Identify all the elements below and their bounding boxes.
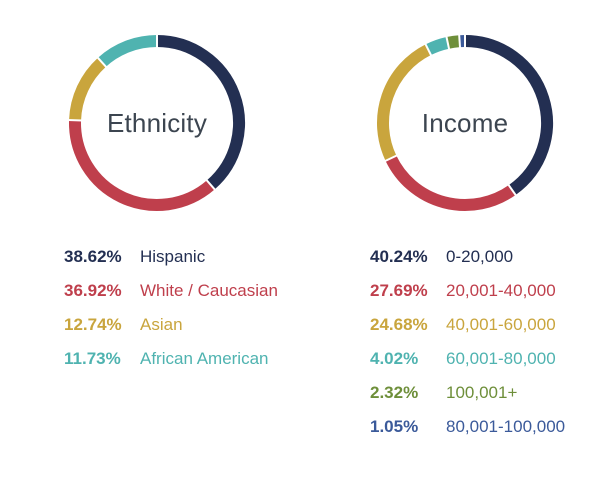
donut-segment-white-caucasian (69, 120, 215, 211)
donut-segment-separator (458, 34, 462, 49)
donut-segment-hispanic (156, 35, 245, 190)
legend-label: 80,001-100,000 (446, 417, 566, 436)
income-donut: Income (372, 30, 558, 216)
legend-percent: 2.32% (370, 383, 419, 402)
donut-segment-african-american (97, 35, 158, 67)
legend-item-100001-plus: 2.32% 100,001+ (370, 376, 565, 410)
donut-segment-asian (69, 57, 107, 121)
legend-item-40001-60000: 24.68% 40,001-60,000 (370, 308, 565, 342)
legend-percent: 1.05% (370, 417, 419, 436)
legend-percent: 36.92% (64, 281, 122, 300)
legend-percent: 4.02% (370, 349, 419, 368)
ethnicity-donut-svg (68, 34, 245, 211)
donut-segment-separator (507, 183, 518, 197)
legend-label: Asian (140, 315, 183, 334)
legend-label: African American (140, 349, 269, 368)
legend-percent: 40.24% (370, 247, 428, 266)
income-legend: 40.24% 0-20,000 27.69% 20,001-40,000 24.68… (370, 240, 565, 444)
legend-item-african-american: 11.73% African American (64, 342, 278, 376)
legend-label: 40,001-60,000 (446, 315, 556, 334)
donut-segment-40-001-60-000 (377, 44, 432, 161)
donut-segment-separator (96, 56, 108, 69)
legend-percent: 11.73% (64, 349, 121, 368)
ethnicity-title: Ethnicity (106, 107, 208, 138)
legend-label: White / Caucasian (140, 281, 278, 300)
legend-percent: 24.68% (370, 315, 428, 334)
legend-label: 0-20,000 (446, 247, 514, 266)
ethnicity-donut: Ethnicity (64, 30, 250, 216)
donut-segment-separator (205, 178, 217, 191)
donut-segment-20-001-40-000 (385, 155, 516, 211)
legend-item-asian: 12.74% Asian (64, 308, 278, 342)
legend-item-60001-80000: 4.02% 60,001-80,000 (370, 342, 565, 376)
legend-item-hispanic: 38.62% Hispanic (64, 240, 278, 274)
income-donut-svg (377, 34, 553, 211)
legend-percent: 27.69% (370, 281, 428, 300)
legend-item-white-caucasian: 36.92% White / Caucasian (64, 274, 278, 308)
legend-item-80001-100000: 1.05% 80,001-100,000 (370, 410, 565, 444)
income-title: Income (421, 107, 509, 138)
ethnicity-legend: 38.62% Hispanic 36.92% White / Caucasian 1… (64, 240, 278, 376)
legend-label: 60,001-80,000 (446, 349, 556, 368)
donut-segment-separator (445, 35, 451, 50)
legend-label: Hispanic (140, 247, 206, 266)
legend-percent: 38.62% (64, 247, 122, 266)
legend-label: 100,001+ (446, 383, 518, 402)
donut-segment-separator (384, 154, 398, 163)
legend-item-0-20000: 40.24% 0-20,000 (370, 240, 565, 274)
donut-segment-0-20-000 (464, 35, 553, 195)
legend-label: 20,001-40,000 (446, 281, 556, 300)
donut-segment-separator (424, 42, 433, 57)
legend-item-20001-40000: 27.69% 20,001-40,000 (370, 274, 565, 308)
legend-percent: 12.74% (64, 315, 122, 334)
